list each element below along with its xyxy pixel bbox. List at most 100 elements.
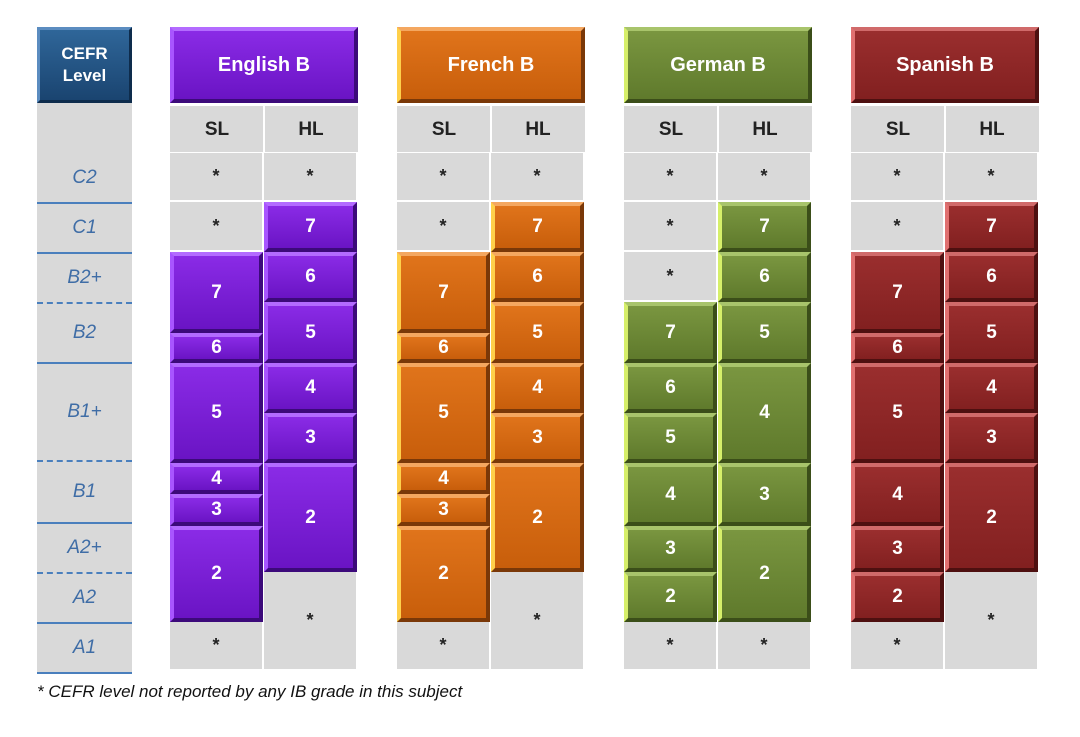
english-b-sl-grade-5: 5	[170, 363, 263, 463]
cefr-level-a2: A2	[72, 587, 97, 608]
french-b-title: French B	[447, 53, 535, 76]
spanish-b-sl-grade-2: 2	[851, 572, 944, 622]
german-b-hl-grade-7: 7	[718, 202, 811, 252]
english-b-hl-not-reported-cell: *	[264, 153, 356, 200]
english-b-sl-not-reported-cell: *	[170, 153, 262, 200]
column-separator	[263, 106, 265, 153]
german-b-hl-not-reported-cell: *	[718, 153, 810, 200]
cefr-level-b1plus: B1+	[67, 401, 102, 422]
english-b-sl-label: SL	[170, 106, 264, 153]
column-separator	[944, 106, 946, 153]
cefr-divider	[37, 672, 132, 674]
spanish-b-title: Spanish B	[896, 53, 994, 76]
french-b-sl-grade-2: 2	[397, 526, 490, 622]
english-b-sl-grade-4: 4	[170, 463, 263, 494]
german-b-sl-label: SL	[624, 106, 718, 153]
cefr-divider	[37, 252, 132, 254]
english-b-hl-grade-2: 2	[264, 463, 357, 572]
english-b-hl-grade-5: 5	[264, 302, 357, 363]
spanish-b-sl-grade-4: 4	[851, 463, 944, 526]
cefr-level-header: CEFR Level	[37, 27, 132, 103]
english-b-title: English B	[217, 53, 311, 76]
english-b-sl-grade-7: 7	[170, 252, 263, 333]
german-b-sl-not-reported-cell: *	[624, 202, 716, 250]
column-separator	[717, 106, 719, 153]
french-b-sl-not-reported-cell: *	[397, 153, 489, 200]
german-b-sl-grade-5: 5	[624, 413, 717, 463]
cefr-divider	[37, 202, 132, 204]
french-b-hl-grade-2: 2	[491, 463, 584, 572]
german-b-sl-grade-7: 7	[624, 302, 717, 363]
spanish-b-hl-not-reported-cell: *	[945, 572, 1037, 669]
french-b-hl-label: HL	[491, 106, 585, 153]
cefr-level-b2plus: B2+	[67, 267, 102, 288]
german-b-hl-grade-3: 3	[718, 463, 811, 526]
spanish-b-sl-grade-3: 3	[851, 526, 944, 572]
spanish-b-hl-label: HL	[945, 106, 1039, 153]
spanish-b-hl-grade-7: 7	[945, 202, 1038, 252]
french-b-hl-not-reported-cell: *	[491, 572, 583, 669]
german-b-hl-grade-4: 4	[718, 363, 811, 463]
column-separator	[490, 106, 492, 153]
spanish-b-hl-grade-4: 4	[945, 363, 1038, 413]
french-b-hl-grade-3: 3	[491, 413, 584, 463]
french-b-hl-grade-6: 6	[491, 252, 584, 302]
french-b-hl-grade-4: 4	[491, 363, 584, 413]
german-b-sl-grade-2: 2	[624, 572, 717, 622]
spanish-b-sl-not-reported-cell: *	[851, 622, 943, 669]
cefr-level-b2: B2	[72, 322, 97, 343]
spanish-b-sl-label: SL	[851, 106, 945, 153]
french-b-hl-grade-7: 7	[491, 202, 584, 252]
german-b-sl-not-reported-cell: *	[624, 252, 716, 300]
spanish-b-sl-grade-7: 7	[851, 252, 944, 333]
english-b-sl-grade-3: 3	[170, 494, 263, 526]
spanish-b-sl-grade-6: 6	[851, 333, 944, 363]
english-b-hl-grade-4: 4	[264, 363, 357, 413]
french-b-sl-grade-5: 5	[397, 363, 490, 463]
english-b-hl-not-reported-cell: *	[264, 572, 356, 669]
french-b-sl-label: SL	[397, 106, 491, 153]
french-b-hl-grade-5: 5	[491, 302, 584, 363]
cefr-level-c2: C2	[72, 167, 97, 188]
german-b-hl-not-reported-cell: *	[718, 622, 810, 669]
cefr-divider-dashed	[37, 460, 132, 462]
french-b-sl-grade-3: 3	[397, 494, 490, 526]
cefr-divider	[37, 622, 132, 624]
german-b-hl-grade-6: 6	[718, 252, 811, 302]
german-b-sl-not-reported-cell: *	[624, 153, 716, 200]
spanish-b-sl-not-reported-cell: *	[851, 153, 943, 200]
english-b-hl-grade-6: 6	[264, 252, 357, 302]
cefr-divider-dashed	[37, 572, 132, 574]
spanish-b-hl-grade-2: 2	[945, 463, 1038, 572]
english-b-sl-not-reported-cell: *	[170, 202, 262, 250]
french-b-hl-not-reported-cell: *	[491, 153, 583, 200]
english-b-sl-grade-6: 6	[170, 333, 263, 363]
english-b-sl-grade-2: 2	[170, 526, 263, 622]
cefr-level-a1: A1	[72, 637, 97, 658]
cefr-level-b1: B1	[72, 481, 97, 502]
cefr-level-a2plus: A2+	[67, 537, 102, 558]
english-b-hl-label: HL	[264, 106, 358, 153]
english-b-header: English B	[170, 27, 358, 103]
spanish-b-header: Spanish B	[851, 27, 1039, 103]
german-b-sl-grade-3: 3	[624, 526, 717, 572]
german-b-hl-grade-5: 5	[718, 302, 811, 363]
spanish-b-sl-not-reported-cell: *	[851, 202, 943, 250]
cefr-divider	[37, 522, 132, 524]
english-b-hl-grade-3: 3	[264, 413, 357, 463]
spanish-b-sl-grade-5: 5	[851, 363, 944, 463]
german-b-title: German B	[670, 53, 766, 76]
cefr-divider-dashed	[37, 302, 132, 304]
cefr-header-line1: CEFR	[61, 43, 108, 63]
german-b-hl-grade-2: 2	[718, 526, 811, 622]
french-b-sl-grade-6: 6	[397, 333, 490, 363]
german-b-sl-not-reported-cell: *	[624, 622, 716, 669]
french-b-sl-not-reported-cell: *	[397, 202, 489, 250]
german-b-hl-label: HL	[718, 106, 812, 153]
cefr-divider	[37, 362, 132, 364]
french-b-sl-grade-7: 7	[397, 252, 490, 333]
german-b-header: German B	[624, 27, 812, 103]
footnote: * CEFR level not reported by any IB grad…	[37, 682, 463, 701]
cefr-level-c1: C1	[72, 217, 97, 238]
german-b-sl-grade-6: 6	[624, 363, 717, 413]
